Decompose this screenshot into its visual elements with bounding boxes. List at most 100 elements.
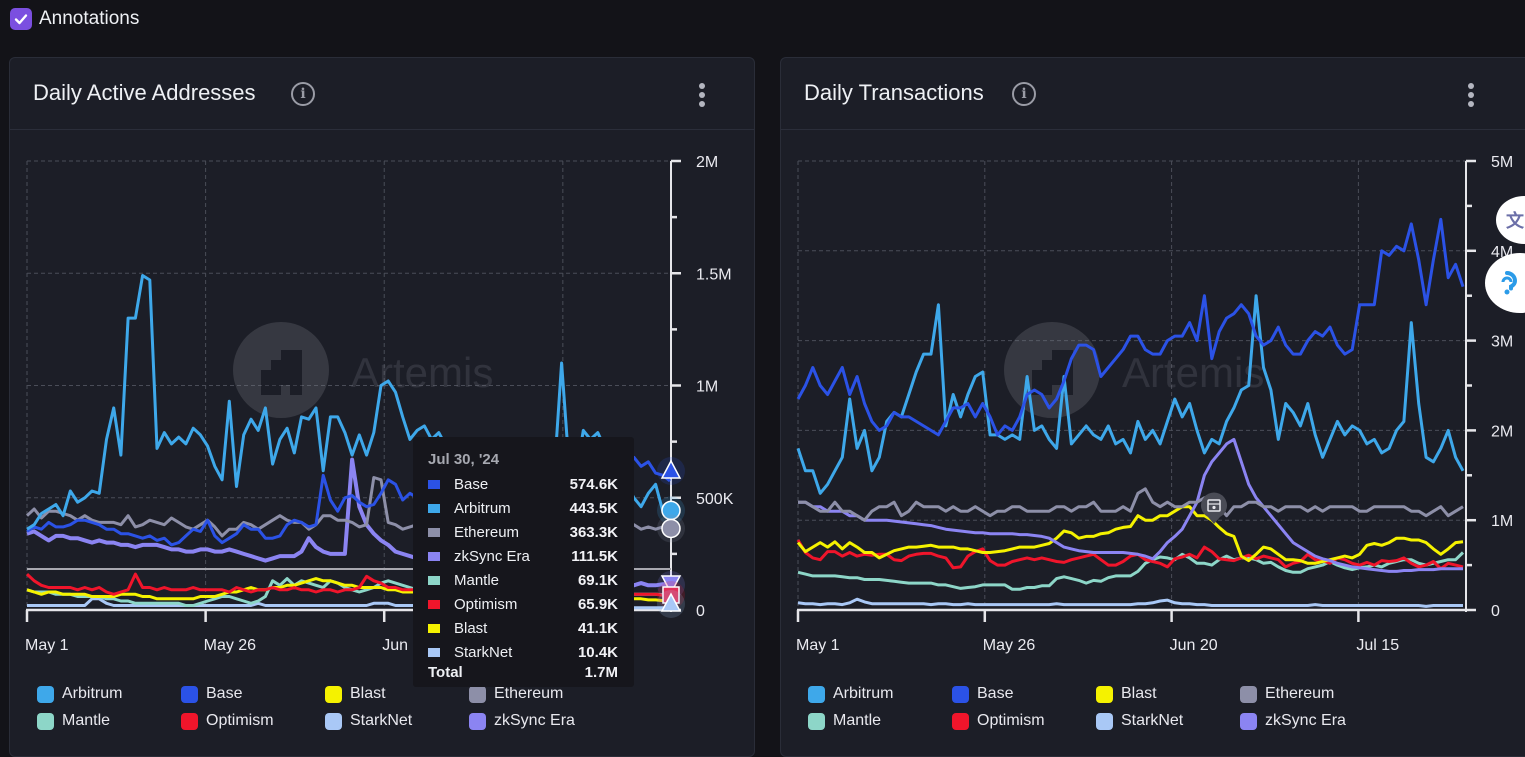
tooltip-swatch [428, 527, 440, 537]
legend-item-ethereum[interactable]: Ethereum [1240, 684, 1384, 704]
legend-item-ethereum[interactable]: Ethereum [469, 684, 613, 704]
legend-item-base[interactable]: Base [181, 684, 325, 704]
annotation-pin-head [1202, 493, 1226, 517]
watermark-text: Artemis [1122, 349, 1264, 396]
panel-title: Daily Active Addresses [33, 80, 256, 105]
legend-label: zkSync Era [1265, 712, 1346, 729]
legend-item-arbitrum[interactable]: Arbitrum [808, 684, 952, 704]
annotations-toggle[interactable]: Annotations [10, 8, 139, 30]
annotations-checkbox[interactable] [10, 8, 32, 30]
translate-icon: 文 [1506, 211, 1524, 231]
legend-swatch [808, 685, 825, 703]
tooltip-series-name: Optimism [454, 595, 518, 613]
artemis-watermark: Artemis [233, 322, 493, 418]
y-tick-label: 500K [696, 491, 734, 508]
x-tick-label: Jun 20 [1170, 637, 1218, 654]
tooltip-total-row: Total 1.7M [428, 664, 618, 686]
legend-swatch [1240, 712, 1257, 730]
legend-label: Mantle [833, 712, 882, 729]
assistant-icon [1501, 271, 1518, 295]
legend-label: Mantle [62, 712, 111, 729]
legend-swatch [181, 685, 198, 703]
legend-item-blast[interactable]: Blast [325, 684, 469, 704]
legend-label: Blast [1121, 685, 1157, 702]
tooltip-series-value: 443.5K [569, 499, 618, 517]
legend-item-optimism[interactable]: Optimism [952, 711, 1096, 731]
chart-legend: Arbitrum Base Blast Ethereum Mantle Optimism S… [37, 684, 613, 731]
panel-header: Daily Transactions i [781, 58, 1525, 130]
legend-label: Optimism [206, 712, 274, 729]
more-options-button[interactable] [696, 82, 708, 108]
tooltip-series-name: Base [454, 475, 489, 493]
legend-swatch [808, 712, 825, 730]
legend-item-arbitrum[interactable]: Arbitrum [37, 684, 181, 704]
series-line-mantle [797, 551, 1465, 591]
legend-label: Base [977, 685, 1014, 702]
tooltip-row: StarkNet 10.4K [428, 640, 618, 664]
calendar-icon-dot [1212, 505, 1216, 510]
info-icon[interactable]: i [1012, 82, 1036, 106]
tooltip-swatch [428, 647, 440, 657]
series-line-ethereum [798, 487, 1464, 522]
legend-swatch [1096, 712, 1113, 730]
legend-item-mantle[interactable]: Mantle [37, 711, 181, 731]
end-marker-ethereum [661, 518, 681, 539]
more-options-button[interactable] [1465, 82, 1477, 108]
legend-item-starknet[interactable]: StarkNet [1096, 711, 1240, 731]
tooltip-row: Arbitrum 443.5K [428, 496, 618, 520]
tooltip-series-value: 10.4K [577, 643, 618, 661]
legend-swatch [952, 712, 969, 730]
legend-item-zksync-era[interactable]: zkSync Era [469, 711, 613, 731]
legend-item-starknet[interactable]: StarkNet [325, 711, 469, 731]
tooltip-series-value: 69.1K [577, 571, 618, 589]
info-icon[interactable]: i [291, 82, 315, 106]
calendar-icon [1207, 499, 1221, 512]
tooltip-swatch [428, 623, 440, 633]
tooltip-row: Base 574.6K [428, 472, 618, 496]
tooltip-series-value: 65.9K [577, 595, 618, 613]
tooltip-total-value: 1.7M [584, 664, 618, 681]
legend-item-blast[interactable]: Blast [1096, 684, 1240, 704]
tooltip-swatch [428, 599, 440, 609]
y-tick-label: 1.5M [696, 266, 732, 283]
tooltip-row: zkSync Era 111.5K [428, 544, 618, 568]
y-tick-label: 3M [1491, 334, 1513, 351]
legend-item-base[interactable]: Base [952, 684, 1096, 704]
end-marker-base [660, 459, 682, 479]
legend-item-zksync-era[interactable]: zkSync Era [1240, 711, 1384, 731]
tooltip-series-value: 363.3K [569, 523, 618, 541]
legend-item-mantle[interactable]: Mantle [808, 711, 952, 731]
series-line-arbitrum [26, 274, 671, 531]
end-marker-starknet [660, 592, 682, 612]
tooltip-swatch [428, 479, 440, 489]
legend-swatch [325, 712, 342, 730]
tooltip-swatch [428, 551, 440, 561]
tooltip-series-name: zkSync Era [454, 547, 530, 565]
legend-label: StarkNet [350, 712, 413, 729]
y-tick-label: 5M [1491, 154, 1513, 171]
legend-swatch [37, 685, 54, 703]
legend-label: StarkNet [1121, 712, 1184, 729]
series-line-base [796, 217, 1465, 437]
tooltip-date: Jul 30, '24 [428, 451, 500, 468]
legend-label: Ethereum [1265, 685, 1335, 702]
tooltip-row: Mantle 69.1K [428, 568, 618, 592]
x-tick-label: Jul 15 [1356, 637, 1399, 654]
tooltip-series-name: Blast [454, 619, 488, 637]
series-line-zksync-era [798, 437, 1463, 573]
legend-swatch [469, 712, 486, 730]
tooltip-series-value: 111.5K [571, 547, 618, 565]
y-tick-label: 0 [696, 603, 705, 620]
tooltip-swatch [428, 575, 440, 585]
series-line-starknet [797, 597, 1463, 608]
series-line-blast [796, 505, 1464, 565]
panel-header: Daily Active Addresses i [10, 58, 754, 130]
legend-item-optimism[interactable]: Optimism [181, 711, 325, 731]
tooltip-series-name: Arbitrum [454, 499, 511, 517]
y-tick-label: 1M [696, 379, 718, 396]
legend-label: zkSync Era [494, 712, 575, 729]
watermark-logo [233, 322, 329, 418]
x-tick-label: May 1 [25, 637, 69, 654]
